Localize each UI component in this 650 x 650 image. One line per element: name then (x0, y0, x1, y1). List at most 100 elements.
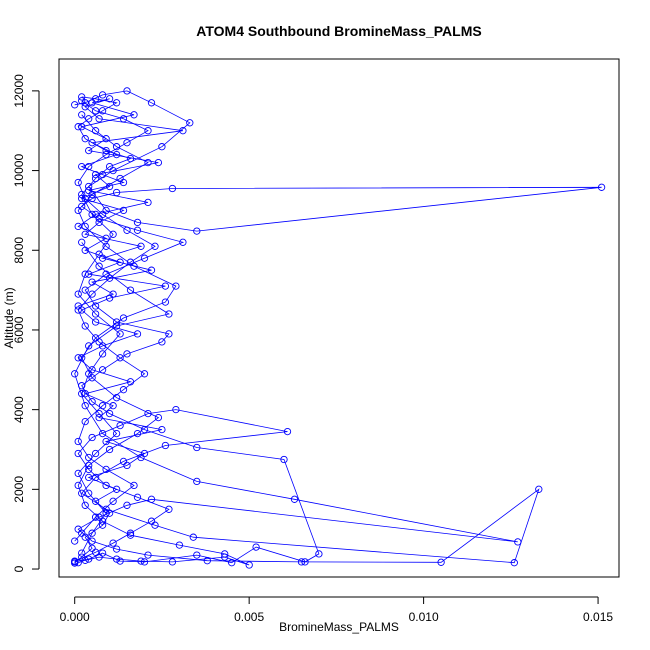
data-point (151, 521, 159, 529)
data-point (102, 437, 110, 446)
data-point (91, 107, 100, 115)
data-point (74, 206, 82, 215)
data-point (81, 322, 89, 330)
data-point (297, 558, 306, 566)
data-point (130, 481, 138, 490)
data-point (535, 485, 543, 493)
series-line (74, 90, 602, 564)
data-point (140, 425, 149, 434)
data-point (193, 551, 201, 559)
x-axis: 0.000 0.005 0.010 0.015 (60, 596, 613, 624)
data-point (85, 461, 93, 470)
data-point (98, 402, 107, 410)
data-point (109, 539, 117, 547)
data-point (95, 115, 103, 123)
data-point (88, 210, 96, 219)
data-point (78, 382, 86, 390)
data-point (102, 135, 110, 143)
data-point (71, 557, 79, 565)
data-point (186, 119, 194, 127)
data-point (95, 250, 103, 258)
data-point (98, 107, 107, 115)
data-point (88, 537, 96, 545)
data-point (105, 162, 114, 171)
data-point (147, 266, 156, 274)
data-point (88, 190, 96, 199)
data-point (85, 115, 93, 123)
data-point (102, 481, 110, 490)
data-point (102, 234, 110, 242)
data-point (105, 95, 114, 103)
data-point (116, 174, 124, 183)
data-point (85, 465, 93, 474)
y-tick-label: 12000 (12, 74, 26, 108)
data-point (112, 485, 121, 493)
data-point (102, 505, 110, 513)
data-point (78, 123, 86, 131)
data-point (105, 274, 114, 282)
data-point (109, 290, 117, 298)
data-point (510, 559, 518, 567)
data-point (112, 429, 121, 438)
plot-frame (58, 58, 620, 578)
data-point (144, 198, 152, 207)
data-point (252, 543, 260, 551)
data-point (81, 501, 89, 509)
y-axis-label: Altitude (m) (2, 287, 16, 348)
data-point (102, 146, 110, 155)
data-point (112, 143, 121, 151)
data-point (126, 286, 135, 294)
data-point (81, 222, 89, 231)
x-tick-label: 0.015 (583, 610, 613, 624)
data-point (85, 182, 93, 191)
data-point (514, 538, 522, 546)
data-point (133, 218, 142, 227)
data-point (74, 290, 82, 298)
data-point (165, 505, 173, 513)
data-point (85, 342, 93, 350)
x-axis-label: BromineMass_PALMS (279, 620, 399, 634)
data-point (158, 143, 166, 151)
data-point (130, 111, 138, 119)
y-tick-label: 2000 (12, 476, 26, 503)
y-tick-label: 6000 (12, 316, 26, 343)
data-point (88, 290, 96, 298)
chart-title: ATOM4 Southbound BromineMass_PALMS (196, 23, 481, 39)
data-point (144, 127, 152, 135)
data-point (74, 306, 82, 314)
data-point (112, 322, 121, 330)
series-line (77, 114, 250, 566)
data-point (154, 158, 163, 167)
data-point (116, 354, 124, 362)
data-point (161, 298, 170, 306)
data-point (85, 473, 93, 482)
data-point (119, 386, 128, 394)
data-point (88, 194, 96, 203)
data-point (74, 449, 82, 458)
data-point (109, 402, 117, 410)
data-point (91, 318, 100, 326)
data-point (91, 473, 100, 482)
data-point (74, 222, 82, 231)
data-point (74, 354, 82, 362)
data-point (85, 146, 93, 155)
data-point (105, 182, 114, 191)
data-point (126, 529, 135, 537)
data-point (88, 398, 96, 406)
data-point (85, 489, 93, 497)
data-point (112, 545, 121, 553)
y-axis: 0 2000 4000 6000 8000 10000 12000 (12, 74, 40, 572)
data-point (221, 553, 229, 561)
data-point (78, 93, 86, 101)
data-point (102, 465, 110, 474)
data-point (228, 559, 236, 567)
data-point (95, 218, 103, 227)
data-point (78, 238, 86, 246)
data-point (98, 170, 107, 179)
data-point (102, 509, 110, 517)
data-point (74, 481, 82, 490)
data-point (78, 97, 86, 105)
data-point (172, 282, 180, 290)
data-point (78, 549, 86, 557)
data-point (144, 409, 152, 418)
